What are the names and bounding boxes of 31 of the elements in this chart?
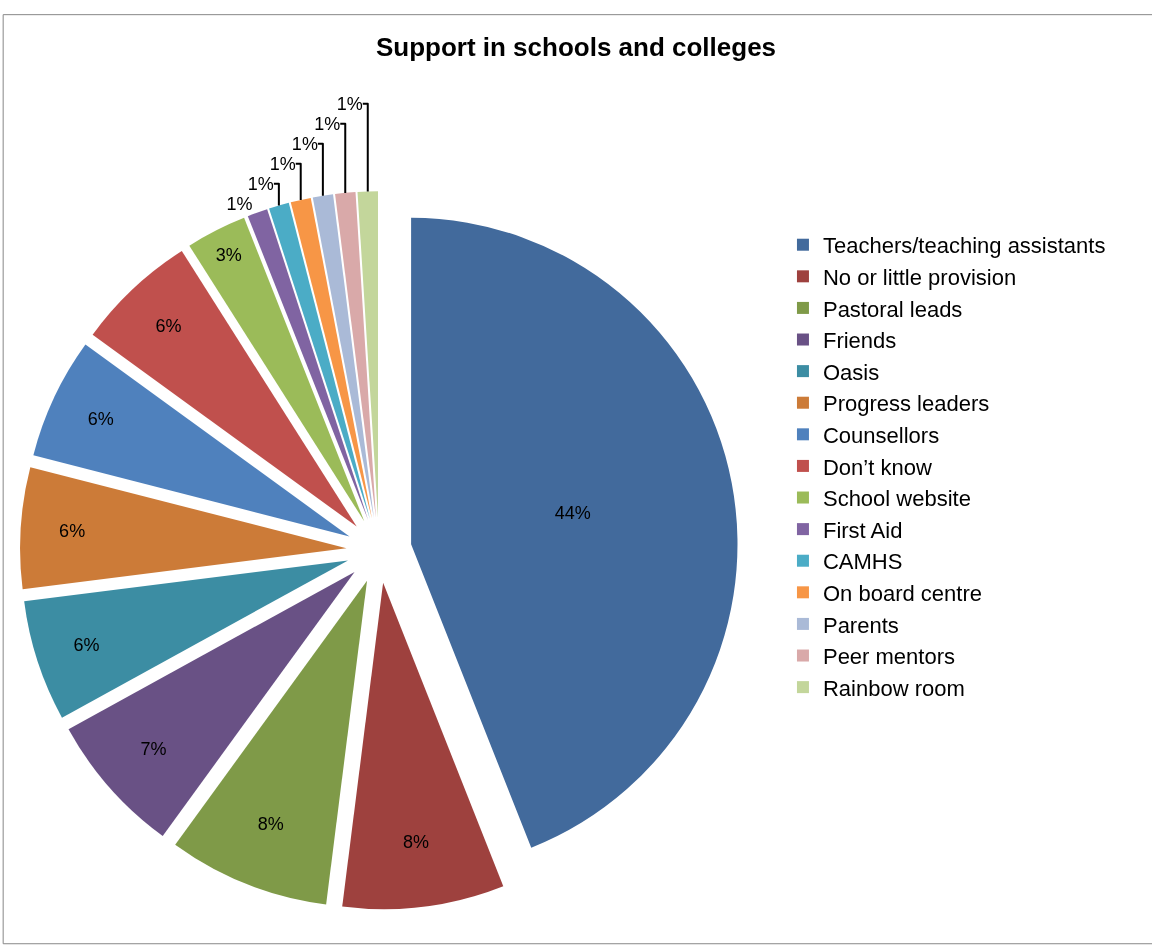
legend-label: Peer mentors [822, 644, 956, 670]
legend-label: CAMHS [822, 549, 903, 575]
legend-label: First Aid [822, 517, 903, 543]
data-label: 1% [247, 173, 274, 194]
data-label: 6% [73, 635, 100, 656]
data-label: 6% [155, 316, 182, 337]
data-label: 7% [140, 739, 167, 760]
data-label: 1% [226, 193, 253, 214]
legend-label: No or little provision [822, 264, 1017, 290]
data-label: 8% [257, 813, 284, 834]
legend-label: Oasis [822, 359, 880, 385]
legend-label: Friends [822, 328, 897, 354]
legend-label: Pastoral leads [822, 296, 963, 322]
legend-label: Don’t know [822, 454, 932, 480]
data-label: 1% [314, 113, 341, 134]
data-label: 1% [269, 153, 296, 174]
data-label: 3% [215, 245, 242, 266]
legend-label: Rainbow room [822, 675, 965, 701]
data-label: 6% [59, 521, 86, 542]
data-label: 1% [336, 93, 363, 114]
legend-label: Parents [822, 612, 899, 638]
legend-label: On board centre [822, 580, 982, 606]
data-label: 6% [87, 409, 114, 430]
legend-label: Counsellors [822, 422, 940, 448]
chart-title: Support in schools and colleges [375, 32, 777, 63]
data-label: 8% [402, 832, 429, 853]
data-label: 44% [554, 503, 591, 524]
data-label: 1% [291, 133, 318, 154]
legend-label: School website [822, 486, 971, 512]
legend-label: Progress leaders [822, 391, 990, 417]
legend-label: Teachers/teaching assistants [822, 233, 1106, 259]
